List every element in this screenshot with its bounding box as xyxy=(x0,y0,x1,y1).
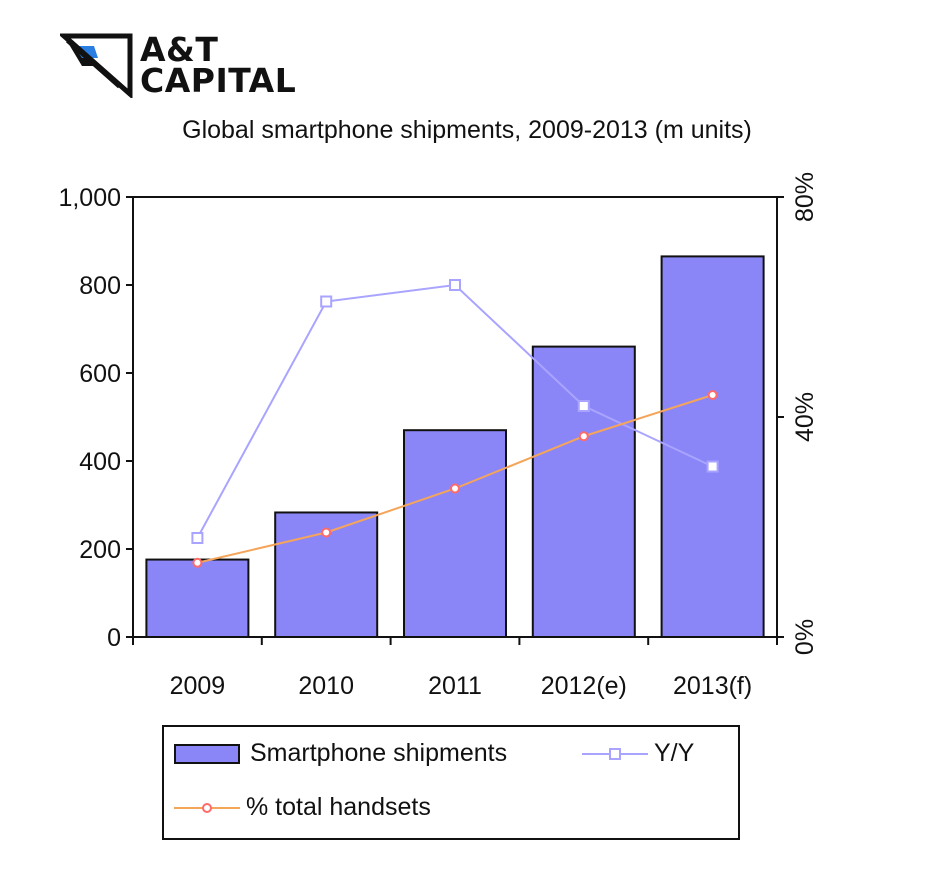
chart-title: Global smartphone shipments, 2009-2013 (… xyxy=(182,116,752,144)
x-tick-label: 2012(e) xyxy=(541,672,627,700)
y-tick-label: 1,000 xyxy=(58,184,121,212)
point-handsets-2013(f) xyxy=(707,390,718,400)
y2-tick-label: 0% xyxy=(791,619,819,655)
legend-swatch-yy xyxy=(582,747,648,760)
legend-item-yy: Y/Y xyxy=(582,739,694,768)
legend-item-handsets: % total handsets xyxy=(174,793,431,822)
logo-wordmark: A&T CAPITAL xyxy=(140,30,297,100)
legend-swatch-handsets xyxy=(174,802,240,813)
legend-label-shipments: Smartphone shipments xyxy=(250,739,508,767)
bar-2012(e) xyxy=(531,345,636,638)
bar-2009 xyxy=(145,558,250,638)
y2-tick-label: 40% xyxy=(791,392,819,442)
y-tick-label: 400 xyxy=(79,448,121,476)
logo-line-2: CAPITAL xyxy=(140,61,297,100)
x-tick-label: 2011 xyxy=(428,672,482,700)
bar-2011 xyxy=(403,429,507,639)
chart-legend: Smartphone shipments Y/Y % total handset… xyxy=(162,725,740,840)
y-tick-label: 200 xyxy=(79,536,121,564)
point-handsets-2009 xyxy=(192,557,203,568)
legend-label-handsets: % total handsets xyxy=(246,793,431,821)
chart-canvas: 2009 2010 2011 2012(e) 2013(f) 1,000 800 600 400… xyxy=(58,172,819,700)
point-yy-2009 xyxy=(191,532,204,544)
x-tick-label: 2010 xyxy=(298,672,354,700)
bar-2013(f) xyxy=(660,255,765,638)
point-handsets-2011 xyxy=(450,483,460,494)
logo-mark-icon xyxy=(57,30,136,103)
y-tick-label: 0 xyxy=(107,624,121,652)
logo-line-1: A&T xyxy=(140,30,219,69)
legend-item-shipments: Smartphone shipments xyxy=(174,739,507,768)
legend-swatch-shipments xyxy=(174,743,240,764)
point-yy-2012(e) xyxy=(577,400,590,412)
point-yy-2011 xyxy=(449,279,461,291)
point-yy-2013(f) xyxy=(706,460,719,473)
y-tick-label: 800 xyxy=(79,272,121,300)
legend-label-yy: Y/Y xyxy=(654,739,695,767)
x-tick-label: 2009 xyxy=(170,672,226,700)
x-tick-label: 2013(f) xyxy=(673,672,752,700)
y-tick-label: 600 xyxy=(79,360,121,388)
point-yy-2010 xyxy=(320,295,333,308)
point-handsets-2012(e) xyxy=(578,431,589,442)
y2-tick-label: 80% xyxy=(791,172,819,222)
point-handsets-2010 xyxy=(321,527,332,538)
